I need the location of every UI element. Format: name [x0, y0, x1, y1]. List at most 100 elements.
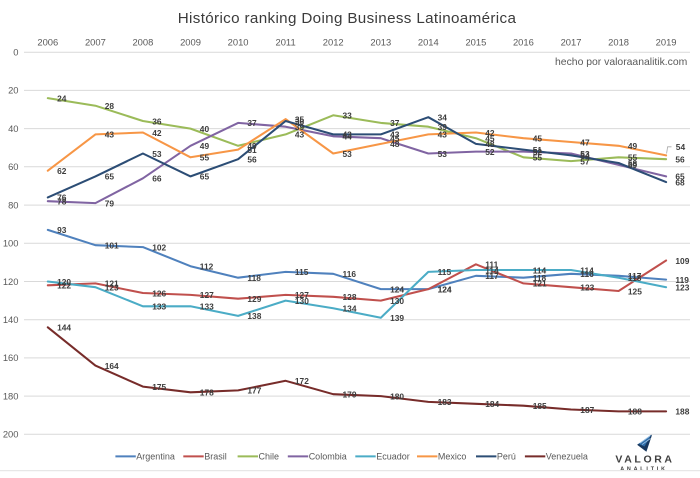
- svg-text:Ecuador: Ecuador: [376, 452, 410, 462]
- svg-text:175: 175: [152, 382, 166, 392]
- svg-text:2019: 2019: [656, 37, 677, 48]
- svg-text:36: 36: [295, 116, 305, 126]
- svg-text:48: 48: [485, 139, 495, 149]
- svg-text:127: 127: [200, 290, 214, 300]
- svg-text:Argentina: Argentina: [136, 452, 175, 462]
- svg-text:179: 179: [343, 390, 357, 400]
- svg-text:Chile: Chile: [259, 452, 280, 462]
- svg-text:37: 37: [390, 118, 400, 128]
- svg-text:0: 0: [13, 47, 18, 58]
- svg-text:133: 133: [200, 302, 214, 312]
- svg-text:123: 123: [105, 283, 119, 293]
- svg-text:20: 20: [8, 85, 18, 96]
- svg-text:121: 121: [533, 279, 547, 289]
- svg-text:114: 114: [485, 265, 499, 275]
- svg-text:65: 65: [105, 172, 115, 182]
- svg-text:ANALITIK: ANALITIK: [620, 467, 668, 473]
- svg-text:68: 68: [675, 177, 685, 187]
- svg-text:130: 130: [295, 296, 309, 306]
- svg-text:144: 144: [57, 323, 71, 333]
- svg-text:62: 62: [57, 166, 67, 176]
- svg-text:126: 126: [152, 288, 166, 298]
- svg-text:53: 53: [343, 149, 353, 159]
- svg-text:184: 184: [485, 399, 499, 409]
- svg-text:36: 36: [152, 116, 162, 126]
- svg-text:58: 58: [628, 158, 638, 168]
- svg-text:180: 180: [390, 391, 404, 401]
- svg-text:119: 119: [675, 275, 689, 285]
- svg-text:116: 116: [580, 269, 594, 279]
- svg-text:116: 116: [343, 269, 357, 279]
- svg-text:43: 43: [105, 130, 115, 140]
- svg-text:117: 117: [628, 271, 642, 281]
- svg-text:187: 187: [580, 405, 594, 415]
- svg-text:39: 39: [438, 122, 448, 132]
- svg-text:55: 55: [200, 153, 210, 163]
- svg-text:114: 114: [580, 265, 594, 275]
- svg-text:76: 76: [57, 193, 67, 203]
- svg-text:40: 40: [200, 124, 210, 134]
- svg-text:51: 51: [533, 145, 543, 155]
- svg-text:53: 53: [580, 149, 590, 159]
- svg-text:2010: 2010: [228, 37, 249, 48]
- svg-text:2009: 2009: [180, 37, 201, 48]
- svg-text:55: 55: [628, 153, 638, 163]
- svg-text:65: 65: [675, 172, 685, 182]
- svg-text:52: 52: [485, 147, 495, 157]
- svg-text:164: 164: [105, 361, 119, 371]
- svg-text:127: 127: [295, 290, 309, 300]
- svg-text:129: 129: [247, 294, 261, 304]
- svg-text:55: 55: [533, 153, 543, 163]
- svg-text:Brasil: Brasil: [204, 452, 227, 462]
- svg-text:120: 120: [57, 277, 71, 287]
- svg-text:49: 49: [247, 141, 257, 151]
- svg-text:160: 160: [3, 352, 19, 363]
- svg-text:48: 48: [390, 139, 400, 149]
- svg-text:42: 42: [152, 128, 162, 138]
- svg-text:2012: 2012: [323, 37, 344, 48]
- svg-text:80: 80: [8, 199, 18, 210]
- svg-text:200: 200: [3, 429, 19, 440]
- svg-text:35: 35: [295, 114, 305, 124]
- svg-text:54: 54: [580, 151, 590, 161]
- svg-text:177: 177: [247, 386, 261, 396]
- svg-text:Perú: Perú: [497, 452, 516, 462]
- svg-text:44: 44: [343, 132, 353, 142]
- svg-text:Histórico ranking Doing Busine: Histórico ranking Doing Business Latinoa…: [178, 10, 517, 27]
- svg-text:39: 39: [295, 122, 305, 132]
- svg-text:45: 45: [533, 134, 543, 144]
- svg-text:123: 123: [675, 283, 689, 293]
- svg-text:123: 123: [580, 283, 594, 293]
- svg-text:49: 49: [628, 141, 638, 151]
- svg-text:178: 178: [200, 388, 214, 398]
- svg-text:117: 117: [485, 271, 499, 281]
- svg-text:28: 28: [105, 101, 115, 111]
- svg-text:78: 78: [57, 197, 67, 207]
- svg-text:40: 40: [8, 123, 18, 134]
- svg-text:93: 93: [57, 225, 67, 235]
- svg-text:172: 172: [295, 376, 309, 386]
- svg-text:188: 188: [675, 407, 689, 417]
- svg-text:65: 65: [200, 172, 210, 182]
- svg-text:2017: 2017: [561, 37, 582, 48]
- svg-text:hecho por valoraanalitik.com: hecho por valoraanalitik.com: [555, 57, 687, 68]
- svg-text:185: 185: [533, 401, 547, 411]
- svg-text:24: 24: [57, 93, 67, 103]
- svg-text:2016: 2016: [513, 37, 534, 48]
- svg-text:112: 112: [200, 262, 214, 272]
- svg-text:37: 37: [247, 118, 257, 128]
- svg-text:2007: 2007: [85, 37, 106, 48]
- svg-text:2015: 2015: [465, 37, 486, 48]
- svg-text:54: 54: [676, 142, 686, 152]
- svg-text:Venezuela: Venezuela: [546, 452, 588, 462]
- svg-text:51: 51: [247, 145, 257, 155]
- svg-text:115: 115: [438, 267, 452, 277]
- svg-text:43: 43: [343, 130, 353, 140]
- svg-text:45: 45: [485, 134, 495, 144]
- svg-text:42: 42: [485, 128, 495, 138]
- svg-text:109: 109: [675, 256, 689, 266]
- svg-text:128: 128: [343, 292, 357, 302]
- svg-text:53: 53: [438, 149, 448, 159]
- svg-text:60: 60: [8, 161, 18, 172]
- svg-text:125: 125: [628, 286, 642, 296]
